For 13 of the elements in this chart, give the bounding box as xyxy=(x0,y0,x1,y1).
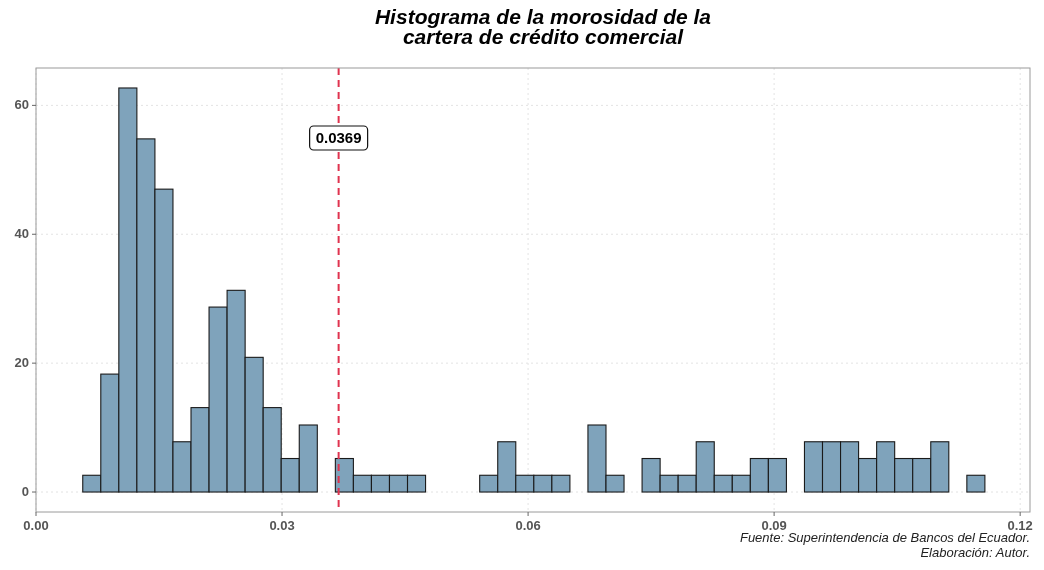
text: Elaboración: Autor. xyxy=(920,545,1030,560)
x-tick-label: 0.09 xyxy=(761,518,787,533)
x-tick-label: 0.00 xyxy=(23,518,49,533)
x-tick-label: 0.06 xyxy=(515,518,541,533)
y-tick-label: 0 xyxy=(21,484,29,500)
x-tick-label: 0.12 xyxy=(1007,518,1033,533)
x-tick-label: 0.03 xyxy=(269,518,295,533)
y-tick-label: 60 xyxy=(14,97,29,113)
chart-title: Histograma de la morosidad de la cartera de crédito comercial xyxy=(374,5,712,48)
y-tick-label: 40 xyxy=(14,226,29,242)
y-tick-label: 20 xyxy=(14,355,29,371)
source-note: Fuente: Superintendencia de Bancos del Ecuador. xyxy=(739,530,1030,545)
ref-line-label: 0.0369 xyxy=(315,129,362,146)
